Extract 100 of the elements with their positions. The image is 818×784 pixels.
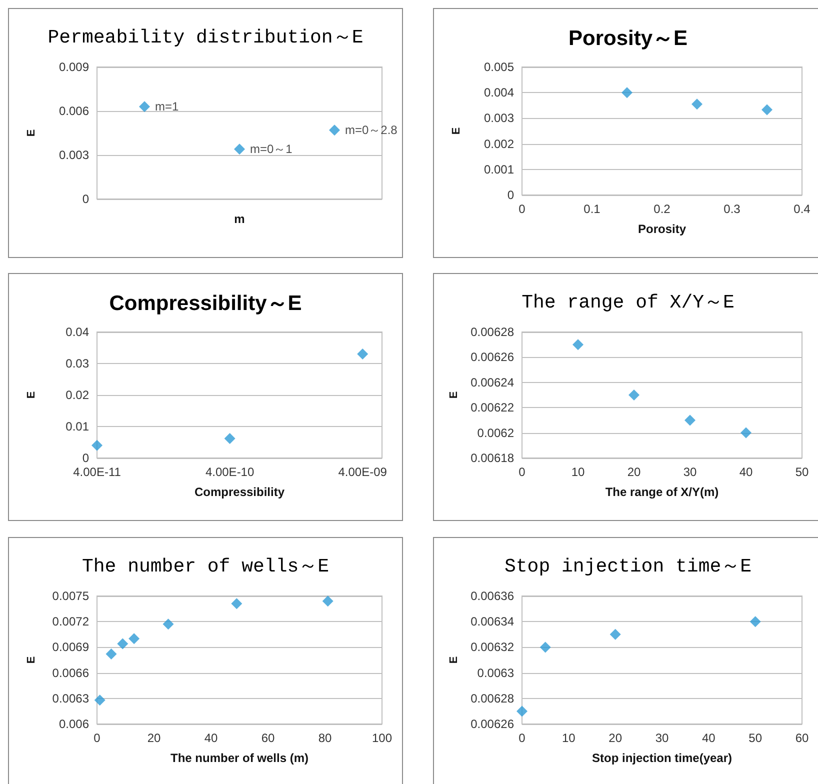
chart-title: Porosity～E xyxy=(568,27,688,50)
x-tick-label: 0.3 xyxy=(724,202,741,216)
y-tick-label: 0.004 xyxy=(484,86,514,100)
y-axis-title: E xyxy=(450,127,462,135)
x-tick-label: 0 xyxy=(518,465,526,479)
y-tick-label: 0.009 xyxy=(58,60,90,74)
y-tick-label: 0.0069 xyxy=(52,640,90,654)
x-tick-label: 0 xyxy=(518,202,526,216)
point xyxy=(322,596,334,607)
y-tick-label: 0.00626 xyxy=(470,717,514,731)
y-axis-title: E xyxy=(26,656,38,664)
y-tick-label: 0.001 xyxy=(484,162,514,176)
y-tick-label: 0.0066 xyxy=(52,666,90,680)
x-tick-label: 0.2 xyxy=(654,202,671,216)
point xyxy=(762,104,772,116)
point xyxy=(234,144,245,155)
x-tick-label: 40 xyxy=(702,731,716,745)
y-axis-title: E xyxy=(26,129,38,137)
x-tick-label: 50 xyxy=(795,465,809,479)
series-label: m=0～1 xyxy=(250,142,293,156)
y-tick-label: 0.006 xyxy=(58,717,90,731)
x-tick-label: 30 xyxy=(655,731,669,745)
y-tick-label: 0.00628 xyxy=(470,325,514,339)
x-axis-title: Porosity xyxy=(638,222,686,236)
y-tick-label: 0.00632 xyxy=(470,640,514,654)
y-tick-label: 0.00624 xyxy=(470,375,514,390)
y-tick-label: 0.0063 xyxy=(52,691,90,706)
point xyxy=(231,598,242,610)
x-tick-label: 20 xyxy=(147,731,161,745)
point xyxy=(516,706,528,717)
y-tick-label: 0.002 xyxy=(484,136,514,151)
y-tick-label: 0.03 xyxy=(66,356,90,370)
point xyxy=(740,427,752,438)
point xyxy=(94,694,106,706)
y-tick-label: 0.00622 xyxy=(470,400,514,415)
y-tick-label: 0.00636 xyxy=(470,589,514,603)
y-tick-label: 0.0063 xyxy=(477,666,514,680)
x-tick-label: 4.00E-11 xyxy=(73,465,122,479)
point xyxy=(92,440,102,451)
point xyxy=(128,633,140,644)
point xyxy=(329,124,340,136)
x-tick-label: 20 xyxy=(627,465,641,479)
x-tick-label: 4.00E-10 xyxy=(205,465,254,479)
y-tick-label: 0.003 xyxy=(58,148,90,162)
y-tick-label: 0.005 xyxy=(484,60,514,74)
y-tick-label: 0.003 xyxy=(484,111,514,126)
point xyxy=(106,648,117,660)
series-label: m=1 xyxy=(155,100,180,114)
y-tick-label: 0.02 xyxy=(66,388,90,402)
y-tick-label: 0.0062 xyxy=(477,426,514,440)
x-tick-label: 0.1 xyxy=(584,202,601,216)
point xyxy=(750,616,761,628)
point xyxy=(622,87,632,98)
point xyxy=(684,414,696,426)
x-tick-label: 0 xyxy=(518,731,526,745)
y-tick-label: 0.00626 xyxy=(470,350,514,364)
y-tick-label: 0.0072 xyxy=(52,614,90,629)
point xyxy=(540,642,551,653)
x-tick-label: 60 xyxy=(795,731,809,745)
chart-title: Permeability distribution～E xyxy=(48,26,364,48)
point xyxy=(610,628,621,640)
x-tick-label: 10 xyxy=(571,465,585,479)
point xyxy=(117,638,128,650)
point xyxy=(692,98,702,110)
point xyxy=(224,432,236,444)
y-tick-label: 0 xyxy=(82,192,90,206)
x-tick-label: 100 xyxy=(372,731,392,745)
series-label: m=0～2.8 xyxy=(345,123,398,138)
point xyxy=(139,101,150,112)
x-axis-title: The number of wells (m) xyxy=(170,751,309,765)
y-tick-label: 0.0075 xyxy=(52,589,90,603)
x-tick-label: 40 xyxy=(204,731,218,745)
y-tick-label: 0.00628 xyxy=(470,691,514,706)
y-tick-label: 0.00618 xyxy=(470,451,514,465)
y-axis-title: E xyxy=(26,391,38,399)
y-tick-label: 0 xyxy=(82,451,90,465)
x-tick-label: 40 xyxy=(739,465,753,479)
y-tick-label: 0.006 xyxy=(58,104,90,118)
x-tick-label: 80 xyxy=(318,731,332,745)
x-tick-label: 50 xyxy=(748,731,762,745)
point xyxy=(572,339,584,350)
y-axis-title: E xyxy=(448,656,460,664)
x-axis-title: Stop injection time(year) xyxy=(592,751,732,765)
x-tick-label: 20 xyxy=(608,731,622,745)
x-tick-label: 0 xyxy=(94,731,101,745)
y-tick-label: 0.01 xyxy=(66,420,90,434)
x-axis-title: The range of X/Y(m) xyxy=(605,485,719,499)
point xyxy=(162,618,174,630)
point xyxy=(357,348,368,360)
chart-title: Stop injection time～E xyxy=(504,556,752,578)
x-tick-label: 30 xyxy=(683,465,697,479)
x-tick-label: 0.4 xyxy=(794,202,811,216)
chart-title: The range of X/Y～E xyxy=(522,292,734,314)
chart-title: Compressibility～E xyxy=(109,292,302,315)
y-axis-title: E xyxy=(448,391,460,399)
x-tick-label: 4.00E-09 xyxy=(338,465,388,479)
x-axis-title: Compressibility xyxy=(194,485,285,499)
x-tick-label: 60 xyxy=(261,731,275,745)
y-tick-label: 0 xyxy=(507,188,514,202)
x-axis-title: m xyxy=(234,212,245,226)
